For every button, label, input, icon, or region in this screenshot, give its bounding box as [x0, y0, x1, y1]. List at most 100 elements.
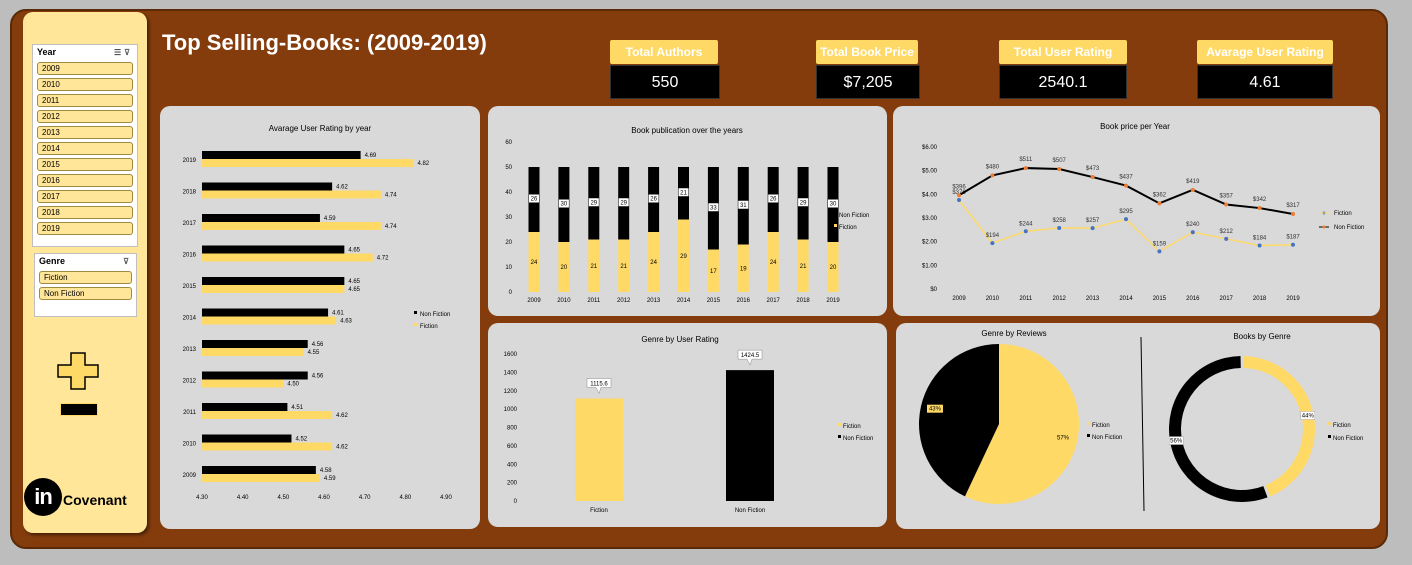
x-tick-label: 2009	[527, 298, 541, 304]
data-label: 43%	[929, 407, 942, 413]
chart-price-per-year: Book price per Year $0 $1.00 $2.00 $3.00 $4.…	[922, 122, 1364, 302]
bar-fiction	[707, 249, 719, 292]
year-slicer-item[interactable]: 2013	[37, 126, 133, 139]
data-label: $317	[1286, 203, 1300, 209]
kpi-label: Avarage User Rating	[1197, 40, 1333, 64]
bar-fiction	[202, 348, 304, 356]
label-box	[1300, 411, 1316, 420]
bar-fiction	[737, 244, 749, 292]
bar-fiction	[797, 239, 809, 292]
year-slicer-item[interactable]: 2014	[37, 142, 133, 155]
label-box	[1168, 436, 1184, 445]
x-tick-label: 2010	[986, 296, 1000, 302]
year-slicer-item[interactable]: 2010	[37, 78, 133, 91]
year-slicer-item[interactable]: 2015	[37, 158, 133, 171]
year-slicer-item[interactable]: 2012	[37, 110, 133, 123]
data-label-fiction: 24	[770, 260, 777, 266]
x-tick-label: 2018	[1253, 296, 1267, 302]
donut-slice-nonfiction	[1169, 356, 1268, 502]
line-point	[957, 198, 961, 203]
multi-select-icon[interactable]: ☰	[113, 47, 125, 57]
logo-mark: in	[24, 478, 62, 516]
year-slicer-item[interactable]: 2011	[37, 94, 133, 107]
plus-icon[interactable]	[57, 352, 99, 390]
line-point	[1157, 249, 1162, 254]
y-tick-label: 2009	[183, 473, 197, 479]
panel-price-per-year: Book price per Year $0 $1.00 $2.00 $3.00 $4.…	[893, 106, 1380, 316]
x-tick-label: 2016	[737, 298, 751, 304]
callout-box	[586, 378, 612, 395]
legend-swatch-nonfiction	[838, 435, 841, 438]
bar-nonfiction	[202, 245, 345, 254]
year-slicer-item[interactable]: 2016	[37, 174, 133, 187]
chart-genre-rating: Genre by User Rating 0 200 400 600 800 1000 12…	[504, 335, 874, 514]
data-label-fiction: 24	[650, 260, 657, 266]
y-tick-label: $0	[930, 287, 937, 293]
x-tick-label: 2012	[617, 298, 631, 304]
data-label: 4.74	[385, 224, 397, 230]
clear-filter-icon[interactable]: ⊽	[123, 256, 132, 266]
label-box	[798, 198, 809, 207]
panel-genre-rating: Genre by User Rating 0 200 400 600 800 1000 12…	[488, 323, 887, 527]
year-slicer-item[interactable]: 2017	[37, 190, 133, 203]
data-label: 1424.5	[741, 353, 760, 359]
y-tick-label: 2015	[183, 284, 197, 290]
data-label-fiction: 19	[740, 266, 747, 272]
year-slicer-item[interactable]: 2009	[37, 62, 133, 75]
bar-nonfiction	[202, 151, 361, 159]
legend-label: Fiction	[843, 424, 861, 430]
data-label-nonfiction: 30	[830, 202, 837, 208]
label-box	[926, 404, 943, 413]
year-slicer-item[interactable]: 2018	[37, 206, 133, 219]
data-label: $511	[1019, 157, 1033, 163]
data-label: $187	[1286, 235, 1300, 241]
line-point	[1124, 217, 1128, 222]
data-label: $507	[1053, 158, 1067, 164]
bar-nonfiction	[202, 182, 333, 191]
y-tick-label: 2013	[183, 347, 197, 353]
data-label: $473	[1086, 166, 1100, 172]
data-label: 4.59	[324, 476, 336, 482]
y-tick-label: $2.00	[922, 240, 938, 246]
clear-filter-icon[interactable]: ⊽	[124, 47, 133, 57]
data-label-nonfiction: 29	[800, 200, 807, 206]
x-tick-label: Non Fiction	[735, 508, 765, 514]
data-label: $357	[1220, 194, 1234, 200]
legend-swatch-fiction	[1087, 422, 1090, 425]
line-point	[1224, 236, 1229, 241]
data-label-nonfiction: 29	[590, 200, 597, 206]
x-tick-label: 4.50	[277, 495, 289, 501]
data-label: $342	[1253, 197, 1267, 203]
y-tick-label: 10	[505, 265, 512, 271]
year-slicer-item[interactable]: 2019	[37, 222, 133, 235]
legend-label: Fiction	[1333, 423, 1351, 429]
line-point	[1291, 211, 1295, 216]
line-point	[1023, 166, 1028, 171]
data-label: 4.82	[417, 161, 429, 167]
genre-slicer-item[interactable]: Non Fiction	[39, 287, 132, 300]
data-label-nonfiction: 26	[531, 197, 538, 203]
label-box	[588, 198, 599, 207]
data-label: 56%	[1170, 439, 1183, 445]
data-label-fiction: 24	[531, 260, 538, 266]
bar-nonfiction	[202, 308, 329, 317]
line-point	[1291, 242, 1295, 247]
legend-swatch-nonfiction	[1328, 435, 1331, 438]
y-tick-label: $6.00	[922, 145, 938, 151]
pie-slice-fiction	[964, 344, 1079, 504]
y-tick-label: 2017	[183, 221, 197, 227]
label-box	[529, 194, 539, 203]
y-tick-label: 2011	[183, 410, 197, 416]
x-tick-label: 2013	[1086, 296, 1100, 302]
kpi-value: 550	[610, 65, 720, 99]
bar-fiction	[202, 379, 284, 388]
label-box	[558, 199, 569, 208]
minus-icon[interactable]	[60, 403, 98, 416]
y-tick-label: $1.00	[922, 263, 938, 269]
kpi-label: Total User Rating	[999, 40, 1127, 64]
data-label: $194	[986, 233, 1000, 239]
y-tick-label: 20	[505, 240, 512, 246]
x-tick-label: 4.70	[359, 495, 371, 501]
genre-slicer-item[interactable]: Fiction	[39, 271, 132, 284]
bar-fiction	[202, 222, 381, 230]
